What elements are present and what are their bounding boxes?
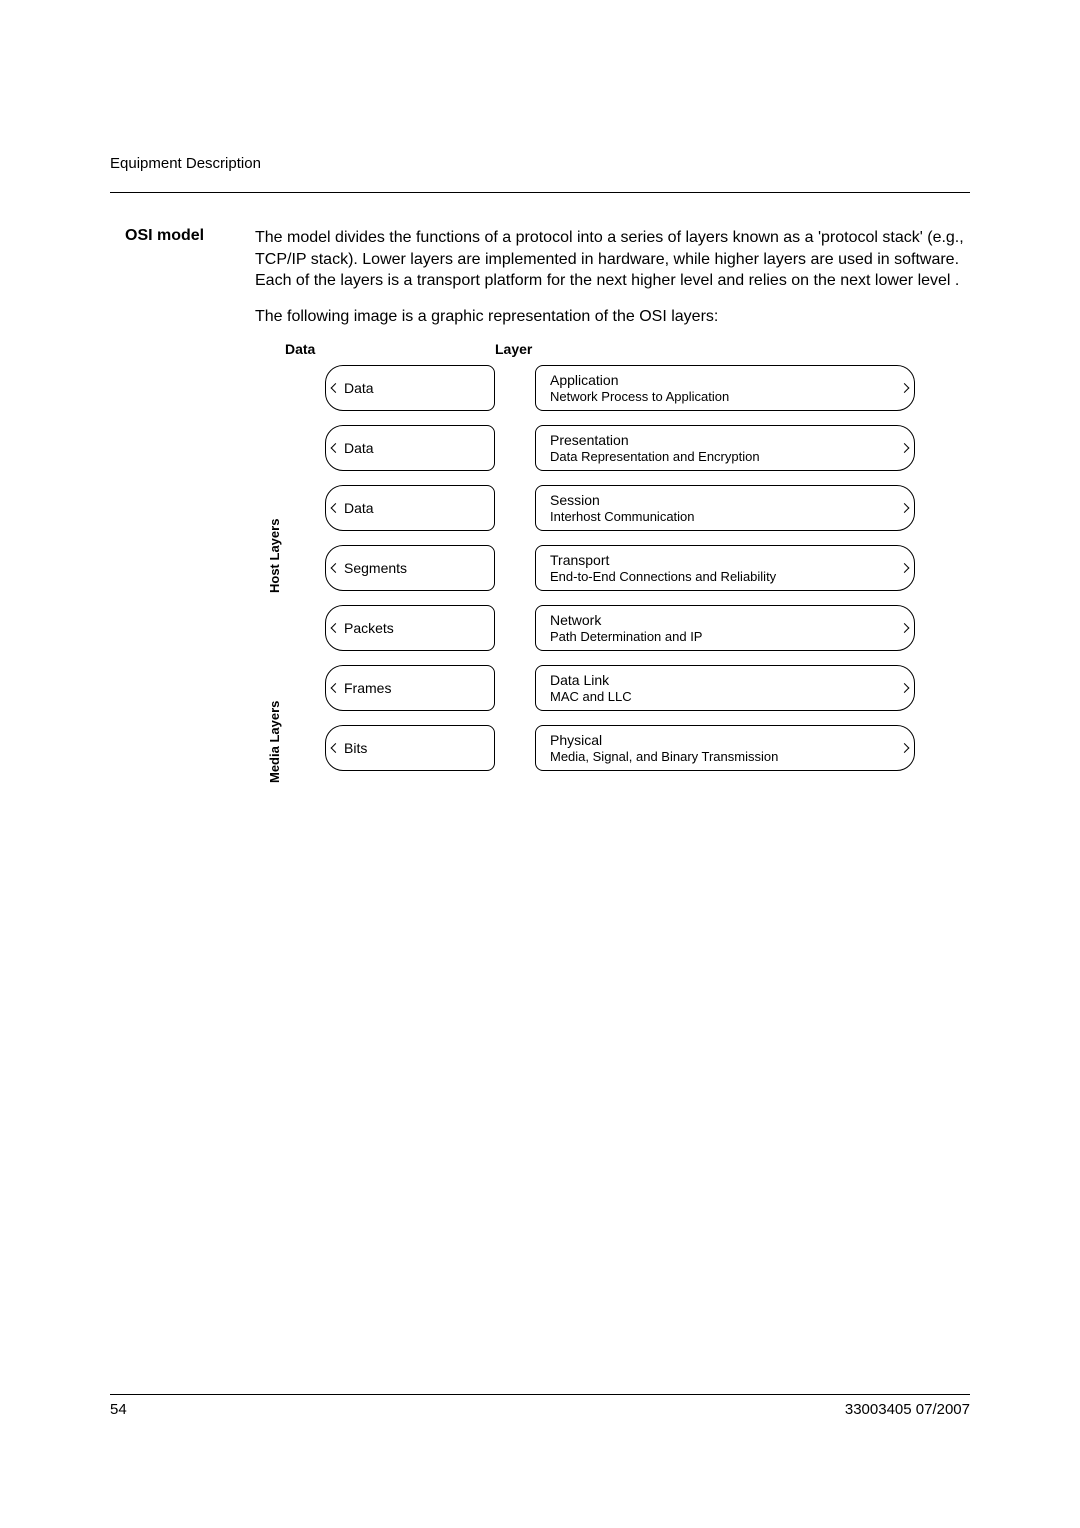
layer-desc: MAC and LLC — [550, 689, 632, 705]
diagram-rows: Host Layers Media Layers Data Applicatio… — [255, 365, 970, 771]
data-unit-pill: Data — [325, 425, 495, 471]
layer-title: Session — [550, 492, 600, 509]
layer-desc: Network Process to Application — [550, 389, 729, 405]
data-unit-pill: Bits — [325, 725, 495, 771]
layer-title: Data Link — [550, 672, 609, 689]
data-unit-label: Data — [344, 380, 374, 396]
page-number: 54 — [110, 1401, 127, 1418]
paragraph-2: The following image is a graphic represe… — [255, 306, 970, 328]
layer-desc: Media, Signal, and Binary Transmission — [550, 749, 778, 765]
layer-title: Network — [550, 612, 601, 629]
layer-title: Transport — [550, 552, 609, 569]
diagram-row: Frames Data Link MAC and LLC — [255, 665, 970, 711]
doc-reference: 33003405 07/2007 — [845, 1401, 970, 1418]
data-unit-pill: Frames — [325, 665, 495, 711]
group-label-media: Media Layers — [267, 701, 282, 783]
running-header: Equipment Description — [110, 155, 970, 178]
data-unit-label: Segments — [344, 560, 407, 576]
data-unit-pill: Segments — [325, 545, 495, 591]
layer-pill: Data Link MAC and LLC — [535, 665, 915, 711]
diagram-row: Packets Network Path Determination and I… — [255, 605, 970, 651]
data-unit-pill: Data — [325, 485, 495, 531]
column-header-data: Data — [285, 341, 455, 357]
data-unit-label: Packets — [344, 620, 394, 636]
data-unit-pill: Data — [325, 365, 495, 411]
diagram-column-headers: Data Layer — [255, 341, 970, 357]
layer-pill: Session Interhost Communication — [535, 485, 915, 531]
page-footer: 54 33003405 07/2007 — [110, 1394, 970, 1418]
layer-pill: Physical Media, Signal, and Binary Trans… — [535, 725, 915, 771]
data-unit-label: Data — [344, 440, 374, 456]
layer-title: Physical — [550, 732, 602, 749]
page: Equipment Description OSI model The mode… — [0, 0, 1080, 1528]
layer-desc: Interhost Communication — [550, 509, 695, 525]
layer-pill: Transport End-to-End Connections and Rel… — [535, 545, 915, 591]
layer-pill: Network Path Determination and IP — [535, 605, 915, 651]
data-unit-pill: Packets — [325, 605, 495, 651]
data-unit-label: Frames — [344, 680, 391, 696]
layer-pill: Presentation Data Representation and Enc… — [535, 425, 915, 471]
layer-desc: Data Representation and Encryption — [550, 449, 760, 465]
layer-desc: End-to-End Connections and Reliability — [550, 569, 776, 585]
body-column: The model divides the functions of a pro… — [255, 227, 970, 327]
layer-pill: Application Network Process to Applicati… — [535, 365, 915, 411]
group-label-host: Host Layers — [267, 519, 282, 593]
column-header-layer: Layer — [495, 341, 532, 357]
diagram-row: Data Application Network Process to Appl… — [255, 365, 970, 411]
diagram-row: Segments Transport End-to-End Connection… — [255, 545, 970, 591]
diagram-row: Data Presentation Data Representation an… — [255, 425, 970, 471]
data-unit-label: Data — [344, 500, 374, 516]
diagram-row: Bits Physical Media, Signal, and Binary … — [255, 725, 970, 771]
layer-desc: Path Determination and IP — [550, 629, 702, 645]
layer-title: Presentation — [550, 432, 629, 449]
paragraph-1: The model divides the functions of a pro… — [255, 227, 970, 292]
layer-title: Application — [550, 372, 619, 389]
diagram-row: Data Session Interhost Communication — [255, 485, 970, 531]
osi-diagram: Data Layer Host Layers Media Layers Data… — [255, 341, 970, 771]
section-heading: OSI model — [125, 227, 204, 245]
data-unit-label: Bits — [344, 740, 367, 756]
